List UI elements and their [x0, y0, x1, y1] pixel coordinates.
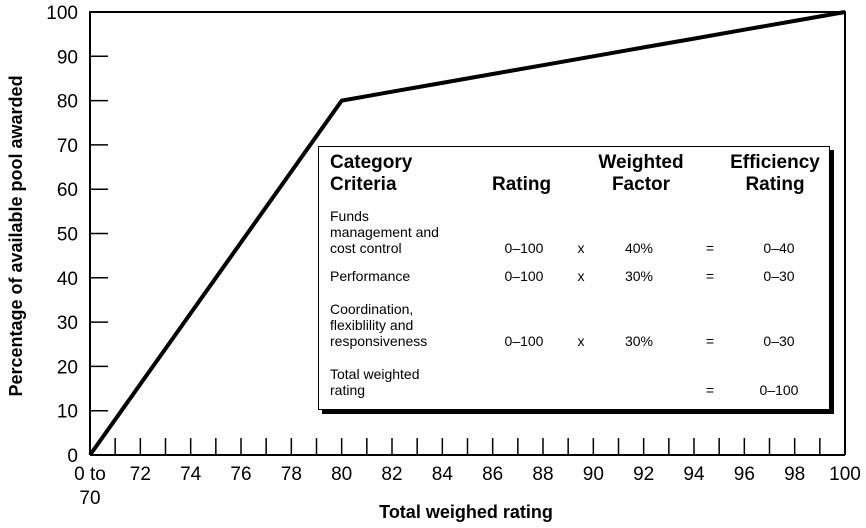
criterion-label: cost control — [330, 240, 402, 256]
rating-cell: 0–100 — [504, 333, 544, 349]
criterion-label: responsiveness — [330, 333, 428, 349]
y-tick-label: 0 — [67, 446, 78, 467]
multiply-sign: x — [577, 240, 585, 256]
x-axis-title: Total weighed rating — [379, 502, 553, 522]
x-tick-label: 80 — [331, 464, 352, 485]
y-axis-title: Percentage of available pool awarded — [6, 75, 26, 396]
multiply-sign: x — [577, 333, 585, 349]
y-tick-label: 10 — [57, 402, 78, 423]
x-tick-label: 98 — [784, 464, 805, 485]
equals-sign: = — [705, 382, 715, 398]
x-tick-label: 84 — [432, 464, 454, 485]
criterion-label: management and — [330, 224, 439, 240]
multiply-sign: x — [577, 268, 585, 284]
factor-cell: 40% — [624, 240, 654, 256]
equals-sign: = — [705, 240, 715, 256]
x-tick-label: 0 to — [74, 464, 106, 485]
header-weighted: Weighted — [598, 152, 684, 173]
criteria-table: Category Criteria Rating Weighted Factor… — [318, 146, 830, 410]
header-efficiency-rating: Rating — [745, 174, 805, 195]
x-tick-label: 92 — [633, 464, 654, 485]
equals-sign: = — [705, 333, 715, 349]
x-tick-label: 100 — [829, 464, 861, 485]
header-criteria: Criteria — [330, 174, 397, 195]
criterion-label: flexiblility and — [330, 317, 414, 333]
criterion-label: rating — [330, 382, 366, 398]
x-tick-label: 78 — [281, 464, 302, 485]
criterion-label: Performance — [330, 268, 411, 284]
header-rating: Rating — [492, 174, 552, 195]
y-tick-label: 60 — [57, 180, 78, 201]
x-tick-label: 82 — [381, 464, 402, 485]
x-tick-label: 74 — [180, 464, 202, 485]
rating-cell: 0–100 — [504, 268, 544, 284]
series-line — [88, 10, 846, 457]
y-tick-label: 80 — [57, 92, 78, 113]
y-tick-label: 30 — [57, 313, 78, 334]
x-tick-label: 86 — [482, 464, 503, 485]
efficiency-cell: 0–40 — [763, 240, 795, 256]
y-axis: 0 10 20 30 40 50 60 70 80 90 100 — [46, 3, 846, 467]
header-efficiency: Efficiency — [730, 152, 820, 173]
y-tick-label: 40 — [57, 269, 78, 290]
criterion-label: Coordination, — [330, 301, 414, 317]
efficiency-cell: 0–100 — [759, 382, 799, 398]
series — [88, 10, 846, 457]
x-tick-label: 90 — [583, 464, 604, 485]
efficiency-cell: 0–30 — [763, 268, 795, 284]
x-tick-label: 88 — [532, 464, 553, 485]
criterion-label: Total weighted — [330, 366, 420, 382]
header-factor: Factor — [611, 174, 671, 195]
y-tick-label: 50 — [57, 225, 78, 246]
factor-cell: 30% — [624, 268, 654, 284]
x-axis: 0 to 70 72 74 76 78 80 82 84 86 88 90 92 94 96 98 100 — [74, 438, 861, 509]
y-tick-label: 90 — [57, 47, 78, 68]
equals-sign: = — [705, 268, 715, 284]
x-tick-label: 72 — [130, 464, 151, 485]
x-tick-label: 70 — [79, 488, 100, 509]
factor-cell: 30% — [624, 333, 654, 349]
y-tick-label: 20 — [57, 357, 78, 378]
x-tick-label: 94 — [683, 464, 705, 485]
criterion-label: Funds — [330, 208, 369, 224]
header-category: Category — [330, 152, 413, 173]
rating-cell: 0–100 — [504, 240, 544, 256]
x-tick-label: 76 — [230, 464, 251, 485]
efficiency-cell: 0–30 — [763, 333, 795, 349]
y-tick-label: 70 — [57, 136, 78, 157]
y-tick-label: 100 — [46, 3, 78, 24]
x-tick-label: 96 — [734, 464, 755, 485]
